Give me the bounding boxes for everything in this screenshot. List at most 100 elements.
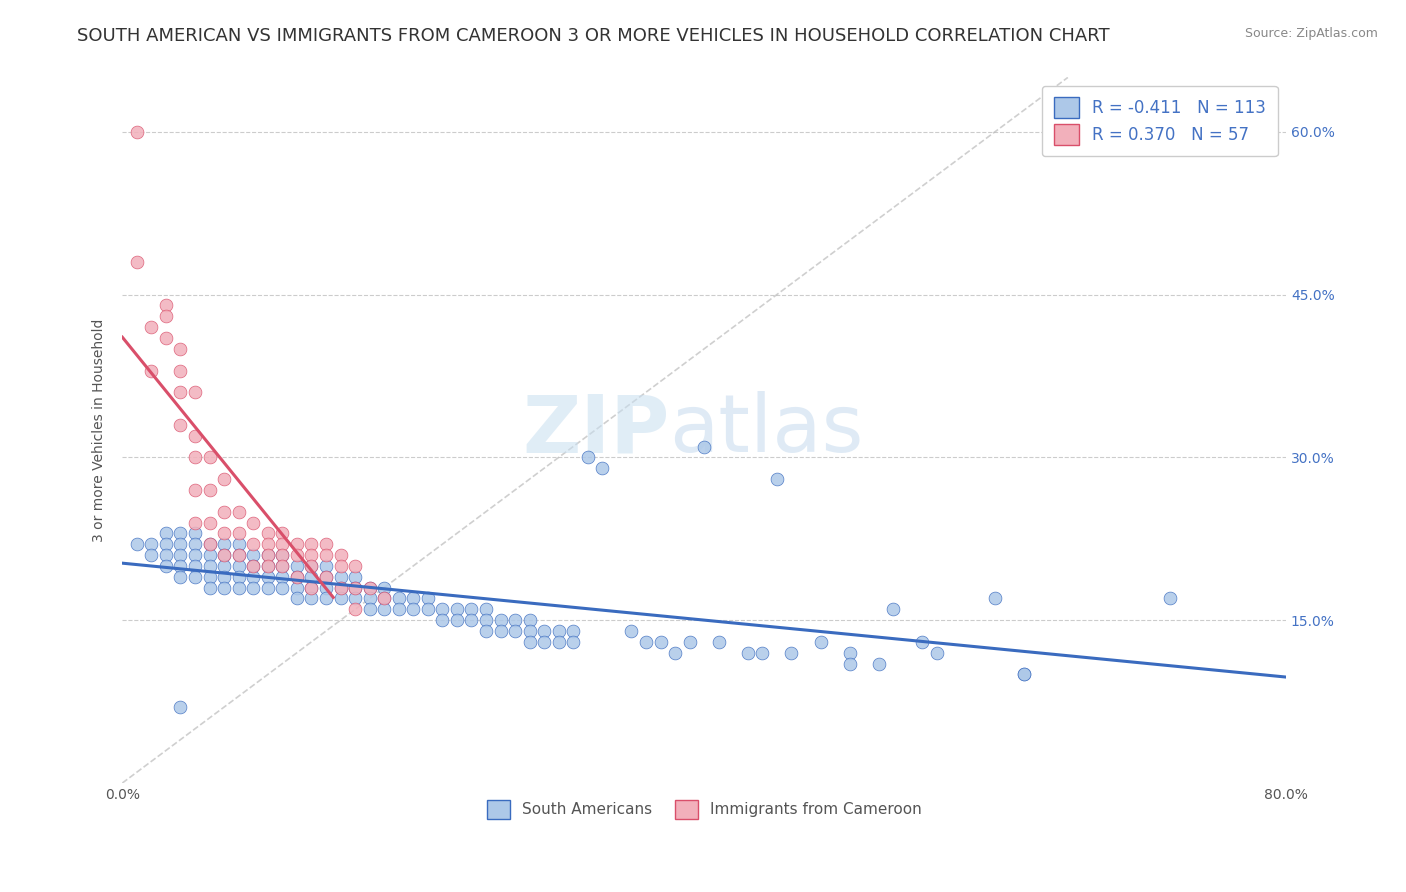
Point xyxy=(271,581,294,595)
Point xyxy=(489,613,512,627)
Point xyxy=(285,570,308,584)
Point xyxy=(329,570,352,584)
Point xyxy=(285,548,308,562)
Point xyxy=(184,558,207,573)
Point xyxy=(751,646,773,660)
Point xyxy=(212,526,235,541)
Point xyxy=(169,526,191,541)
Point xyxy=(432,602,454,616)
Point xyxy=(212,472,235,486)
Point xyxy=(228,548,250,562)
Point xyxy=(519,613,541,627)
Point xyxy=(475,613,498,627)
Point xyxy=(184,385,207,400)
Point xyxy=(271,558,294,573)
Point xyxy=(373,591,395,606)
Point xyxy=(228,537,250,551)
Point xyxy=(460,602,482,616)
Point xyxy=(315,558,337,573)
Point xyxy=(256,548,278,562)
Point xyxy=(184,428,207,442)
Point xyxy=(475,602,498,616)
Point xyxy=(242,558,264,573)
Point xyxy=(198,450,221,465)
Point xyxy=(475,624,498,638)
Point xyxy=(198,548,221,562)
Point xyxy=(315,537,337,551)
Point xyxy=(184,548,207,562)
Point xyxy=(344,591,367,606)
Point xyxy=(242,581,264,595)
Point xyxy=(299,558,322,573)
Point xyxy=(299,581,322,595)
Point xyxy=(766,472,789,486)
Point xyxy=(678,635,700,649)
Point xyxy=(533,635,555,649)
Point xyxy=(620,624,643,638)
Point xyxy=(285,581,308,595)
Point xyxy=(402,602,425,616)
Point xyxy=(184,526,207,541)
Y-axis label: 3 or more Vehicles in Household: 3 or more Vehicles in Household xyxy=(93,318,107,542)
Point xyxy=(388,602,411,616)
Point xyxy=(329,548,352,562)
Point xyxy=(446,613,468,627)
Point xyxy=(373,591,395,606)
Point xyxy=(591,461,613,475)
Point xyxy=(169,548,191,562)
Point xyxy=(169,417,191,432)
Point xyxy=(416,591,439,606)
Point xyxy=(155,548,177,562)
Text: ZIP: ZIP xyxy=(522,392,669,469)
Point xyxy=(184,537,207,551)
Point xyxy=(634,635,657,649)
Point xyxy=(285,558,308,573)
Point xyxy=(271,548,294,562)
Point xyxy=(256,526,278,541)
Point xyxy=(329,591,352,606)
Point xyxy=(737,646,759,660)
Point xyxy=(155,558,177,573)
Point xyxy=(141,320,163,334)
Point xyxy=(198,558,221,573)
Point xyxy=(141,548,163,562)
Point xyxy=(547,624,569,638)
Point xyxy=(1159,591,1181,606)
Point xyxy=(547,635,569,649)
Point xyxy=(212,548,235,562)
Point xyxy=(228,581,250,595)
Point xyxy=(256,537,278,551)
Point xyxy=(256,548,278,562)
Point xyxy=(911,635,934,649)
Point xyxy=(184,570,207,584)
Point xyxy=(184,483,207,497)
Point xyxy=(141,363,163,377)
Point xyxy=(256,570,278,584)
Point xyxy=(271,570,294,584)
Point xyxy=(707,635,730,649)
Point xyxy=(838,657,860,671)
Point xyxy=(416,602,439,616)
Point xyxy=(228,526,250,541)
Point xyxy=(925,646,948,660)
Point xyxy=(359,581,381,595)
Point xyxy=(359,581,381,595)
Point xyxy=(271,548,294,562)
Point xyxy=(882,602,904,616)
Text: Source: ZipAtlas.com: Source: ZipAtlas.com xyxy=(1244,27,1378,40)
Point xyxy=(344,558,367,573)
Point xyxy=(155,526,177,541)
Point xyxy=(198,516,221,530)
Point xyxy=(212,581,235,595)
Point xyxy=(299,591,322,606)
Point xyxy=(212,570,235,584)
Point xyxy=(169,363,191,377)
Point xyxy=(503,624,526,638)
Point xyxy=(228,505,250,519)
Point xyxy=(576,450,599,465)
Point xyxy=(402,591,425,606)
Point xyxy=(299,581,322,595)
Point xyxy=(212,537,235,551)
Point xyxy=(460,613,482,627)
Point xyxy=(242,548,264,562)
